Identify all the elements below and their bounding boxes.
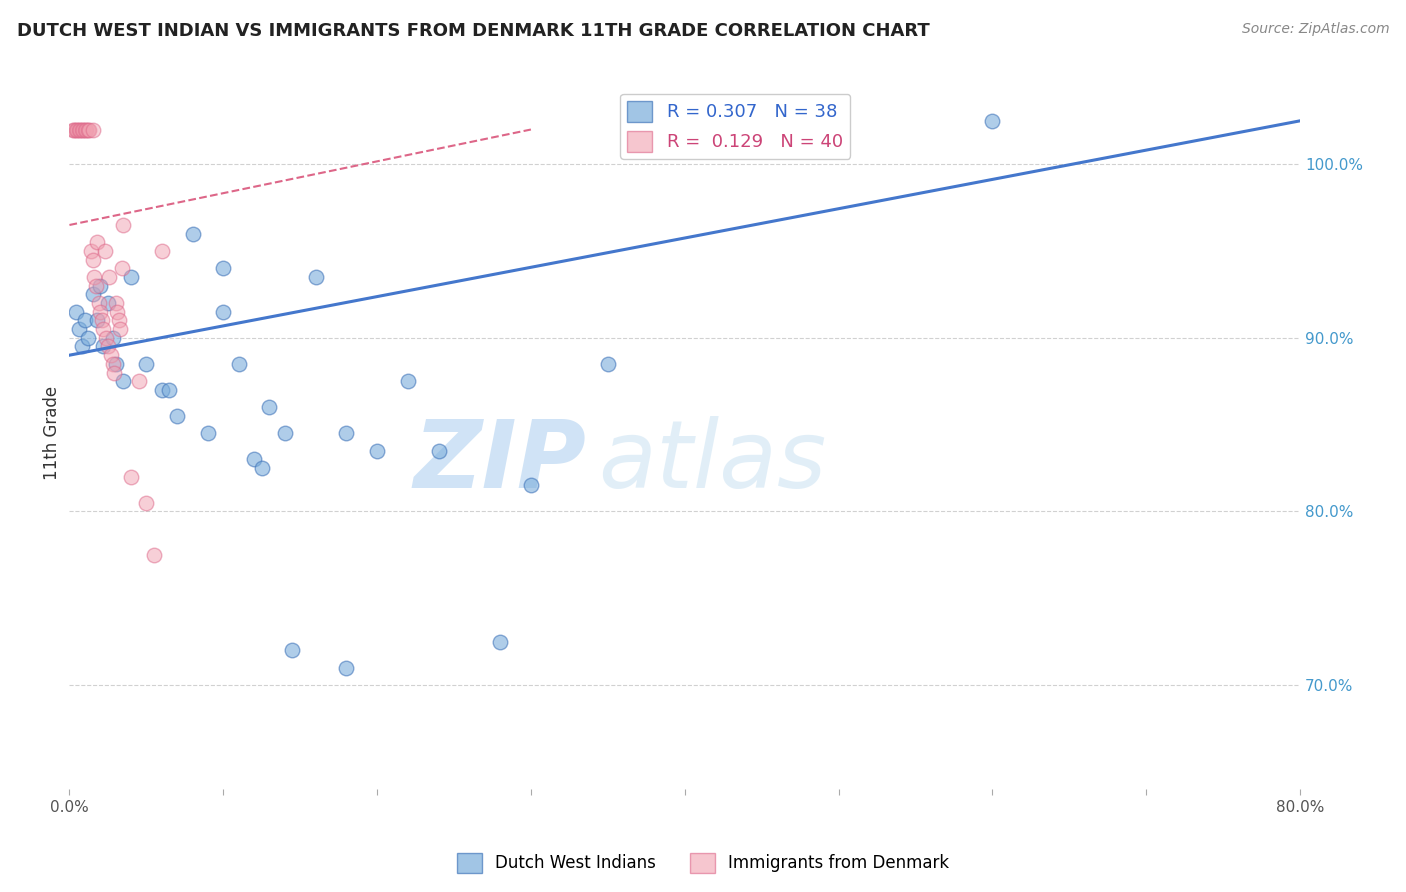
Point [69,122,91,136]
Point [120,270,142,285]
Point [70,339,93,353]
Point [80,244,103,258]
Point [250,461,273,475]
Point [89,305,111,319]
Point [243,452,266,467]
Point [128,374,150,388]
Point [94,244,117,258]
Point [91,339,114,353]
Point [143,548,166,562]
Point [259,401,281,415]
Point [304,270,326,285]
Point [100,348,122,362]
Point [335,660,357,674]
Point [489,634,512,648]
Point [73,313,96,327]
Point [274,426,297,441]
Point [77,122,100,136]
Point [86,235,108,250]
Point [73,122,96,136]
Text: atlas: atlas [599,417,827,508]
Point [135,496,157,510]
Point [79,122,101,136]
Point [110,322,132,336]
Point [166,409,188,423]
Point [520,478,543,492]
Point [104,296,127,310]
Point [366,443,388,458]
Text: Source: ZipAtlas.com: Source: ZipAtlas.com [1241,22,1389,37]
Point [981,113,1004,128]
Point [77,331,100,345]
Point [86,313,108,327]
Point [97,296,120,310]
Point [97,339,120,353]
Point [89,278,111,293]
Point [105,305,128,319]
Point [101,331,124,345]
Point [120,469,142,483]
Point [63,122,86,136]
Point [112,374,135,388]
Point [281,643,304,657]
Point [135,357,157,371]
Point [197,426,219,441]
Point [67,322,90,336]
Point [66,122,89,136]
Legend: R = 0.307   N = 38, R =  0.129   N = 40: R = 0.307 N = 38, R = 0.129 N = 40 [620,94,851,159]
Point [596,357,619,371]
Point [212,261,235,276]
Point [103,366,125,380]
Point [427,443,450,458]
Point [396,374,419,388]
Point [150,244,173,258]
Point [335,426,357,441]
Point [181,227,204,241]
Point [104,357,127,371]
Point [62,122,84,136]
Point [82,287,104,301]
Point [65,305,87,319]
Point [98,270,121,285]
Text: ZIP: ZIP [413,416,586,508]
Point [91,322,114,336]
Legend: Dutch West Indians, Immigrants from Denmark: Dutch West Indians, Immigrants from Denm… [450,847,956,880]
Point [111,261,134,276]
Point [159,383,181,397]
Point [87,296,110,310]
Point [212,305,235,319]
Text: DUTCH WEST INDIAN VS IMMIGRANTS FROM DENMARK 11TH GRADE CORRELATION CHART: DUTCH WEST INDIAN VS IMMIGRANTS FROM DEN… [17,22,929,40]
Point [84,278,107,293]
Point [70,122,93,136]
Point [82,252,104,267]
Point [75,122,97,136]
Point [150,383,173,397]
Point [107,313,129,327]
Point [67,122,90,136]
Point [101,357,124,371]
Point [65,122,87,136]
Point [112,218,135,232]
Point [83,270,105,285]
Point [82,122,104,136]
Point [96,331,118,345]
Point [72,122,94,136]
Point [228,357,250,371]
Point [90,313,112,327]
Y-axis label: 11th Grade: 11th Grade [44,386,60,481]
